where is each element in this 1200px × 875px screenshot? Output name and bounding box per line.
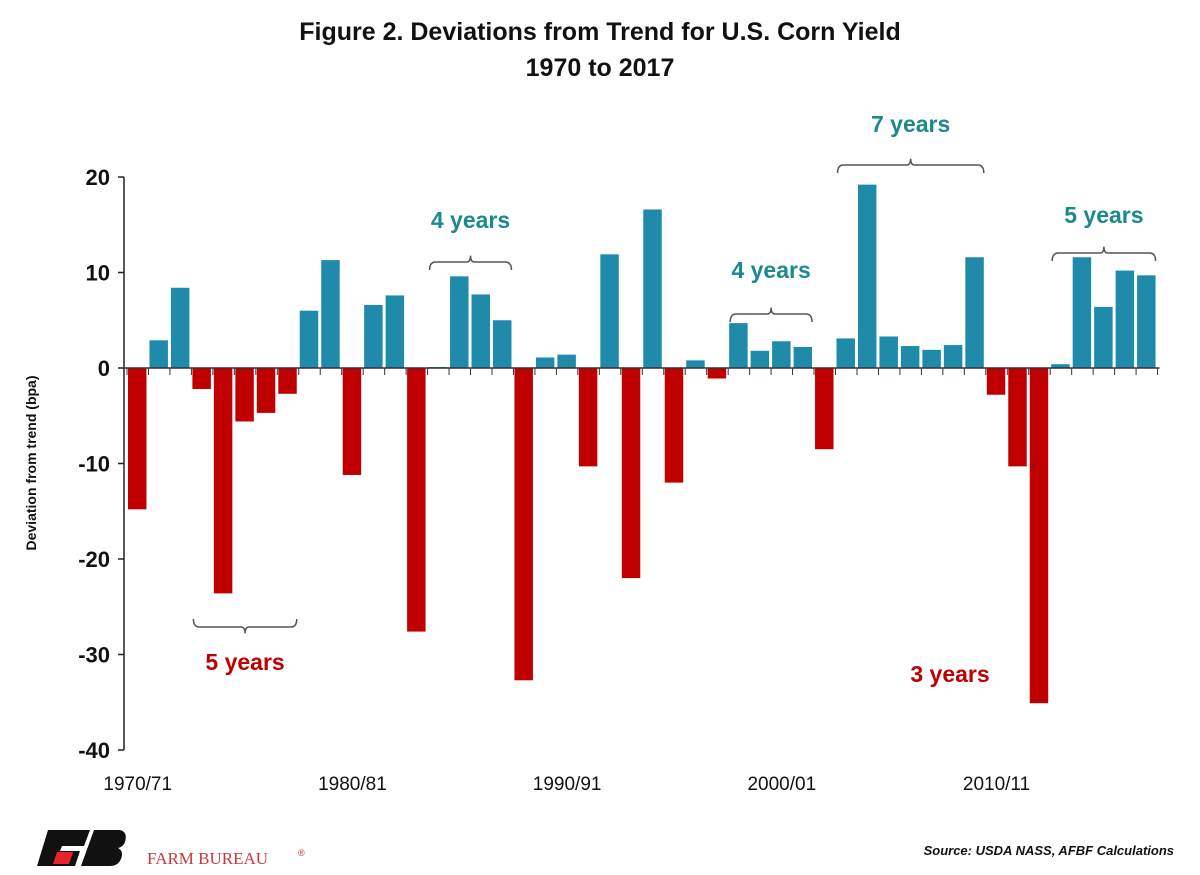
bar-1996 [686, 360, 705, 368]
annotation-label: 3 years [910, 661, 989, 687]
bar-2013 [1051, 364, 1070, 368]
bar-1974 [213, 368, 233, 594]
x-tick-label: 1980/81 [318, 774, 387, 795]
bar-1988 [514, 368, 533, 681]
bar-2012 [1029, 368, 1049, 704]
annotation-label: 4 years [431, 207, 510, 233]
farm-bureau-logo: FARM BUREAU ® [37, 830, 305, 868]
bar-2002 [815, 368, 834, 450]
bar-1983 [407, 368, 426, 632]
y-tick-label: 20 [86, 165, 110, 190]
bar-2017 [1137, 275, 1156, 368]
bar-1971 [149, 340, 168, 368]
x-tick-label: 2000/01 [747, 774, 816, 795]
bar-1981 [364, 304, 383, 368]
bar-2008 [943, 345, 963, 368]
bar-2004 [857, 184, 877, 368]
x-tick-label: 1990/91 [533, 774, 602, 795]
x-axis: 1970/71 1980/81 1990/91 2000/01 2010/11 [103, 367, 1160, 795]
bar-1985 [450, 276, 469, 368]
bar-2011 [1008, 368, 1027, 467]
annotation-label: 7 years [871, 111, 950, 137]
bar-1987 [492, 320, 512, 368]
annotation-label: 5 years [1064, 202, 1143, 228]
bar-1980 [342, 368, 362, 475]
bar-1977 [278, 368, 297, 394]
chart-subtitle: 1970 to 2017 [526, 54, 675, 82]
bar-1999 [750, 350, 770, 368]
bar-1986 [471, 294, 490, 368]
y-tick-label: 0 [98, 356, 110, 381]
bar-1972 [170, 287, 190, 368]
chart-title: Figure 2. Deviations from Trend for U.S.… [299, 18, 901, 46]
y-tick-label: -40 [78, 738, 110, 763]
y-tick-label: -10 [78, 452, 110, 477]
registered-mark: ® [298, 848, 305, 858]
y-axis: 20 10 0 -10 -20 -30 -40 [78, 165, 125, 763]
brand-name: FARM BUREAU [147, 849, 268, 868]
logo-b-shape [81, 830, 126, 866]
y-tick-label: -30 [78, 643, 110, 668]
annotation-label: 4 years [731, 257, 810, 283]
bar-1994 [643, 209, 662, 368]
x-tick-label: 1970/71 [103, 774, 172, 795]
bar-2014 [1072, 257, 1092, 368]
y-tick-label: -20 [78, 547, 110, 572]
bar-1991 [578, 368, 598, 467]
bar-2010 [986, 368, 1006, 395]
annotation-bracket [192, 618, 298, 634]
annotation-bracket [729, 307, 813, 323]
bar-2007 [922, 349, 941, 368]
bar-1992 [600, 254, 619, 368]
bar-1997 [707, 368, 727, 379]
bar-1978 [299, 310, 319, 368]
bar-1998 [729, 323, 748, 368]
bar-2006 [900, 346, 920, 368]
y-tick-label: 10 [86, 261, 110, 286]
annotations: 5 years 4 years 4 years 7 years 3 years 5 yea… [192, 111, 1157, 687]
bar-2016 [1115, 270, 1135, 368]
bar-1995 [664, 368, 684, 483]
source-note: Source: USDA NASS, AFBF Calculations [924, 843, 1174, 858]
bar-2001 [793, 346, 813, 368]
bar-1990 [557, 354, 576, 368]
y-axis-label: Deviation from trend (bpa) [23, 375, 39, 550]
x-tick-label: 2010/11 [963, 774, 1030, 795]
bar-2015 [1094, 306, 1113, 368]
annotation-bracket [836, 158, 985, 174]
annotation-bracket [1051, 246, 1157, 262]
annotation-bracket [428, 255, 513, 271]
bars [128, 184, 1156, 704]
logo-red-leaf [53, 852, 73, 864]
bar-1982 [385, 295, 405, 368]
bar-2003 [836, 338, 855, 368]
bar-2000 [772, 341, 791, 368]
bar-2009 [965, 257, 984, 368]
bar-1975 [235, 368, 254, 422]
bar-1976 [256, 368, 276, 413]
bar-2005 [879, 336, 898, 368]
bar-1993 [621, 368, 641, 579]
annotation-label: 5 years [205, 649, 284, 675]
bar-1970 [128, 368, 147, 510]
bar-1973 [192, 368, 211, 390]
logo-f-shape [37, 830, 90, 866]
bar-1989 [535, 357, 555, 368]
bar-1979 [321, 260, 340, 368]
